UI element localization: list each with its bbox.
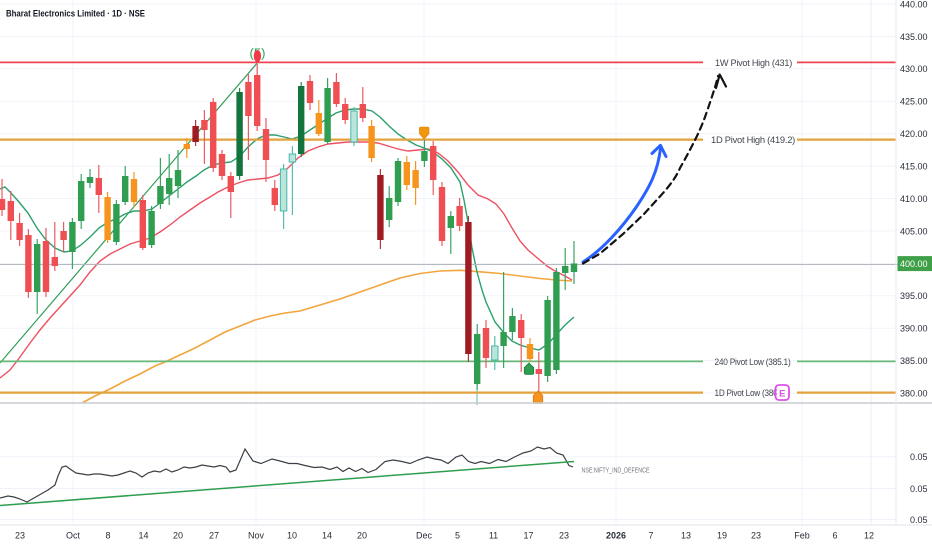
svg-text:425.00: 425.00 [900, 97, 928, 107]
svg-text:10: 10 [287, 531, 297, 541]
svg-text:14: 14 [322, 531, 332, 541]
svg-text:390.00: 390.00 [900, 324, 928, 334]
svg-text:1D Pivot High (419.2): 1D Pivot High (419.2) [711, 135, 795, 145]
svg-text:240 Pivot Low (385.1): 240 Pivot Low (385.1) [715, 357, 791, 367]
svg-text:440.00: 440.00 [900, 0, 928, 9]
svg-text:27: 27 [209, 531, 219, 541]
svg-text:19: 19 [717, 531, 727, 541]
svg-text:415.00: 415.00 [900, 162, 928, 172]
svg-text:410.00: 410.00 [900, 194, 928, 204]
svg-text:5: 5 [455, 531, 460, 541]
svg-text:0.05: 0.05 [910, 515, 928, 525]
svg-text:23: 23 [751, 531, 761, 541]
svg-text:Feb: Feb [794, 531, 810, 541]
svg-text:20: 20 [173, 531, 183, 541]
svg-text:8: 8 [105, 531, 110, 541]
svg-text:12: 12 [864, 531, 874, 541]
svg-text:E: E [779, 388, 785, 399]
svg-text:13: 13 [681, 531, 691, 541]
svg-text:1D Pivot Low (380: 1D Pivot Low (380 [715, 388, 778, 398]
svg-text:7: 7 [648, 531, 653, 541]
svg-text:Oct: Oct [66, 531, 81, 541]
svg-text:11: 11 [489, 531, 498, 541]
svg-text:6: 6 [832, 531, 837, 541]
svg-text:Nov: Nov [248, 531, 265, 541]
svg-text:23: 23 [15, 531, 25, 541]
svg-text:380.00: 380.00 [900, 388, 928, 398]
svg-text:2026: 2026 [606, 531, 626, 541]
svg-text:1W Pivot High (431): 1W Pivot High (431) [715, 58, 792, 68]
svg-text:400.00: 400.00 [900, 259, 928, 269]
svg-text:0.05: 0.05 [910, 484, 928, 494]
svg-text:NSE:NIFTY_IND_DEFENCE: NSE:NIFTY_IND_DEFENCE [582, 466, 650, 475]
svg-text:14: 14 [138, 531, 148, 541]
svg-text:430.00: 430.00 [900, 64, 928, 74]
svg-text:385.00: 385.00 [900, 356, 928, 366]
svg-text:20: 20 [357, 531, 367, 541]
svg-text:395.00: 395.00 [900, 291, 928, 301]
svg-text:Bharat Electronics Limited · 1: Bharat Electronics Limited · 1D · NSE [6, 9, 145, 20]
svg-text:17: 17 [523, 531, 533, 541]
svg-text:23: 23 [559, 531, 569, 541]
svg-text:0.05: 0.05 [910, 452, 928, 462]
svg-text:420.00: 420.00 [900, 129, 928, 139]
svg-text:435.00: 435.00 [900, 32, 928, 42]
svg-text:Dec: Dec [416, 531, 433, 541]
svg-text:405.00: 405.00 [900, 226, 928, 236]
